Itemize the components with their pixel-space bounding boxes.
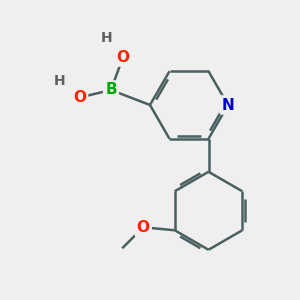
- Text: H: H: [101, 31, 112, 44]
- Text: B: B: [105, 82, 117, 98]
- Text: O: O: [116, 50, 130, 64]
- Text: O: O: [73, 90, 86, 105]
- Text: O: O: [137, 220, 150, 235]
- Text: H: H: [54, 74, 66, 88]
- Text: N: N: [222, 98, 234, 112]
